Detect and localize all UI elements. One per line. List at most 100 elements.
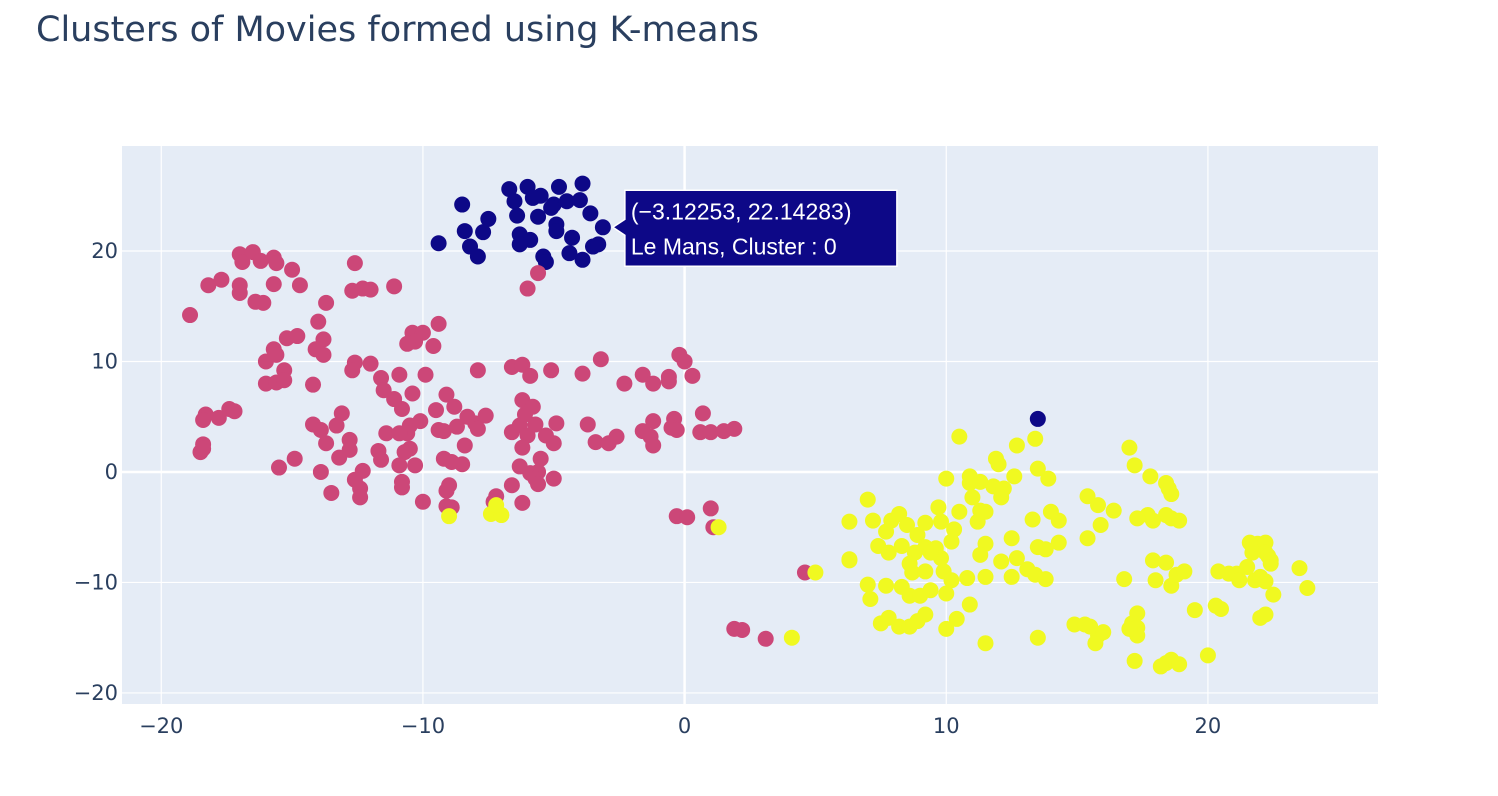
data-point-cluster-2[interactable]: [1144, 552, 1161, 569]
data-point-cluster-2[interactable]: [878, 577, 895, 594]
data-point-cluster-1[interactable]: [645, 437, 662, 454]
data-point-cluster-2[interactable]: [880, 609, 897, 626]
data-point-cluster-1[interactable]: [328, 417, 345, 434]
data-point-cluster-2[interactable]: [1079, 530, 1096, 547]
data-point-cluster-2[interactable]: [880, 544, 897, 561]
data-point-cluster-1[interactable]: [393, 479, 410, 496]
data-point-cluster-1[interactable]: [668, 421, 685, 438]
data-point-cluster-0[interactable]: [537, 254, 554, 271]
data-point-cluster-1[interactable]: [414, 493, 431, 510]
data-point-cluster-2[interactable]: [943, 533, 960, 550]
data-point-cluster-1[interactable]: [391, 457, 408, 474]
data-point-cluster-1[interactable]: [545, 435, 562, 452]
data-point-cluster-1[interactable]: [428, 402, 444, 419]
data-point-cluster-2[interactable]: [1262, 555, 1279, 572]
data-point-cluster-2[interactable]: [1050, 512, 1067, 529]
data-point-cluster-1[interactable]: [396, 444, 413, 461]
data-point-cluster-0[interactable]: [550, 178, 567, 195]
data-point-cluster-1[interactable]: [407, 457, 424, 474]
data-point-cluster-1[interactable]: [587, 434, 604, 451]
data-point-cluster-1[interactable]: [530, 265, 547, 282]
data-point-cluster-2[interactable]: [951, 428, 968, 445]
data-point-cluster-2[interactable]: [1027, 430, 1044, 447]
data-point-cluster-1[interactable]: [532, 450, 549, 467]
data-point-cluster-0[interactable]: [561, 245, 578, 262]
data-point-cluster-2[interactable]: [1199, 647, 1216, 664]
data-point-cluster-2[interactable]: [893, 537, 910, 554]
data-point-cluster-2[interactable]: [841, 513, 858, 530]
data-point-cluster-0[interactable]: [456, 223, 473, 240]
data-point-cluster-2[interactable]: [488, 497, 505, 514]
data-point-cluster-2[interactable]: [1003, 530, 1020, 547]
data-point-cluster-2[interactable]: [1291, 560, 1308, 577]
data-point-cluster-1[interactable]: [362, 281, 379, 298]
data-point-cluster-2[interactable]: [1121, 439, 1138, 456]
data-point-cluster-2[interactable]: [1265, 586, 1282, 603]
data-point-cluster-1[interactable]: [276, 372, 293, 389]
data-point-cluster-0[interactable]: [594, 219, 611, 236]
data-point-cluster-2[interactable]: [1050, 534, 1067, 551]
data-point-cluster-1[interactable]: [268, 255, 285, 272]
data-point-cluster-1[interactable]: [734, 621, 751, 638]
data-point-cluster-1[interactable]: [503, 477, 520, 494]
data-point-cluster-2[interactable]: [807, 564, 824, 581]
data-point-cluster-2[interactable]: [1158, 554, 1175, 571]
data-point-cluster-1[interactable]: [545, 470, 562, 487]
data-point-cluster-2[interactable]: [1299, 579, 1316, 596]
data-point-cluster-1[interactable]: [315, 346, 332, 363]
data-point-cluster-1[interactable]: [404, 385, 421, 402]
data-point-cluster-0[interactable]: [548, 223, 565, 240]
data-point-cluster-1[interactable]: [684, 367, 701, 384]
data-point-cluster-0[interactable]: [574, 251, 591, 268]
data-point-cluster-1[interactable]: [391, 366, 408, 383]
data-point-cluster-2[interactable]: [990, 456, 1007, 473]
data-point-cluster-1[interactable]: [333, 405, 350, 422]
data-point-cluster-2[interactable]: [862, 591, 879, 608]
data-point-cluster-2[interactable]: [1040, 470, 1057, 487]
data-point-cluster-2[interactable]: [922, 544, 939, 561]
data-point-cluster-1[interactable]: [312, 463, 329, 480]
data-point-cluster-1[interactable]: [469, 420, 486, 437]
data-point-cluster-1[interactable]: [362, 355, 379, 372]
data-point-cluster-2[interactable]: [1006, 468, 1023, 485]
data-point-cluster-1[interactable]: [548, 415, 565, 432]
data-point-cluster-1[interactable]: [226, 403, 243, 420]
data-point-cluster-1[interactable]: [386, 278, 403, 295]
data-point-cluster-1[interactable]: [514, 439, 531, 456]
data-point-cluster-2[interactable]: [922, 582, 939, 599]
data-point-cluster-1[interactable]: [448, 418, 465, 435]
data-point-cluster-2[interactable]: [1142, 468, 1159, 485]
data-point-cluster-0[interactable]: [530, 208, 547, 225]
data-point-cluster-1[interactable]: [469, 362, 486, 379]
data-point-cluster-1[interactable]: [318, 435, 335, 452]
data-point-cluster-1[interactable]: [726, 420, 743, 437]
data-point-cluster-1[interactable]: [456, 437, 473, 454]
data-point-cluster-2[interactable]: [959, 570, 976, 587]
data-point-cluster-2[interactable]: [1105, 502, 1122, 519]
data-point-cluster-1[interactable]: [417, 366, 434, 383]
data-point-cluster-2[interactable]: [972, 473, 989, 490]
data-point-cluster-2[interactable]: [933, 513, 950, 530]
data-point-cluster-2[interactable]: [1213, 600, 1229, 617]
data-point-cluster-1[interactable]: [331, 449, 348, 466]
data-point-cluster-1[interactable]: [393, 400, 410, 417]
data-point-cluster-0[interactable]: [430, 235, 447, 252]
data-point-cluster-2[interactable]: [1239, 558, 1256, 575]
data-point-cluster-2[interactable]: [1008, 550, 1025, 567]
data-point-cluster-1[interactable]: [373, 451, 390, 468]
data-point-cluster-2[interactable]: [841, 552, 858, 569]
data-point-cluster-1[interactable]: [438, 482, 455, 499]
data-point-cluster-1[interactable]: [399, 335, 416, 352]
data-point-cluster-1[interactable]: [519, 280, 536, 297]
data-point-cluster-2[interactable]: [946, 521, 963, 538]
data-point-cluster-1[interactable]: [378, 425, 395, 442]
data-point-cluster-1[interactable]: [519, 427, 536, 444]
data-point-cluster-2[interactable]: [951, 503, 968, 520]
data-point-cluster-2[interactable]: [938, 620, 955, 637]
data-point-cluster-0[interactable]: [469, 248, 486, 265]
data-point-cluster-1[interactable]: [284, 261, 301, 278]
data-point-cluster-2[interactable]: [441, 508, 458, 525]
data-point-cluster-2[interactable]: [904, 564, 921, 581]
data-point-cluster-0[interactable]: [506, 193, 523, 210]
data-point-cluster-1[interactable]: [702, 500, 719, 517]
